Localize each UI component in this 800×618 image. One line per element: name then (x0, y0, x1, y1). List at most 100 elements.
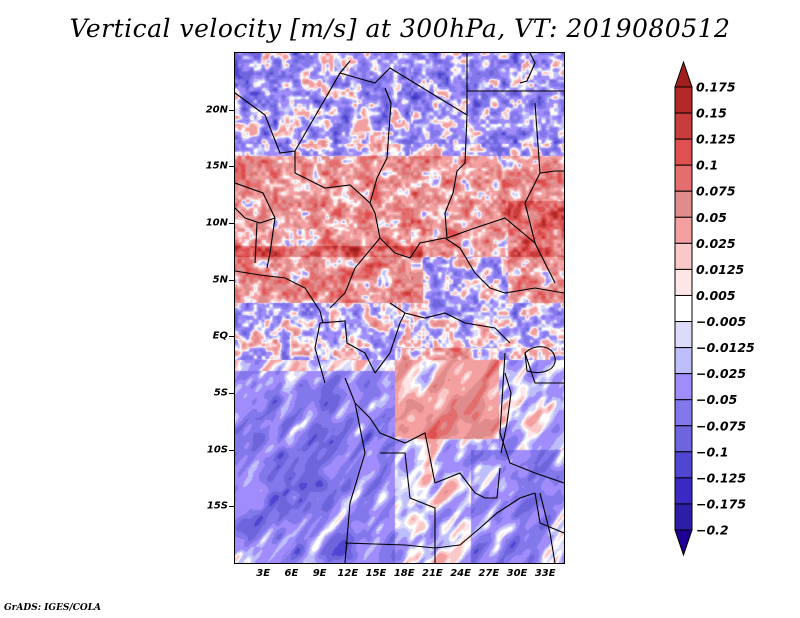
colorbar-swatch (674, 425, 693, 453)
colorbar-swatch (674, 321, 693, 349)
x-tick-label: 21E (422, 568, 443, 579)
chart-title: Vertical velocity [m/s] at 300hPa, VT: 2… (69, 14, 731, 43)
border-cameroon-car (379, 237, 506, 294)
y-tick-mark (229, 109, 235, 111)
y-tick-mark (229, 506, 235, 508)
y-tick-label: 15S (206, 500, 228, 512)
lake-victoria (524, 346, 556, 374)
map-frame (234, 52, 565, 564)
colorbar-label: −0.05 (696, 392, 738, 407)
border-angola-zambia (380, 452, 436, 563)
colorbar-extend-min (674, 529, 693, 557)
x-tick-label: 9E (312, 568, 327, 579)
x-tick-label: 24E (450, 568, 471, 579)
border-sudan-ethiopia (524, 102, 556, 284)
colorbar-label: 0.025 (696, 236, 736, 251)
colorbar-label: 0.05 (696, 210, 727, 225)
colorbar-swatch (674, 347, 693, 375)
border-tanzania (499, 352, 564, 484)
colorbar-swatch (674, 190, 693, 218)
y-tick-mark (229, 223, 235, 224)
y-tick-mark (229, 336, 235, 338)
colorbar-label: 0.125 (696, 132, 736, 147)
colorbar-swatch (674, 164, 693, 192)
border-mali-burkina (235, 182, 276, 254)
colorbar-label: 0.005 (696, 288, 736, 303)
colorbar-swatch (674, 451, 693, 479)
border-gabon-coast (314, 322, 326, 384)
border-gabon-congo (319, 320, 376, 374)
x-tick-label: 33E (534, 568, 556, 579)
x-tick-label: 30E (506, 568, 528, 579)
y-tick-label: 5S (213, 387, 228, 399)
country-borders (235, 53, 564, 563)
x-tick-label: 12E (337, 568, 359, 579)
y-tick-mark (229, 393, 235, 394)
colorbar-swatch (674, 86, 693, 114)
border-niger-north (235, 60, 351, 154)
gulf-of-guinea-coast (235, 270, 324, 324)
colorbar-swatch (674, 399, 693, 427)
border-mozambique (534, 492, 564, 534)
colorbar-label: 0.175 (696, 80, 736, 95)
colorbar-label: −0.075 (696, 418, 746, 433)
border-nile-east (519, 53, 536, 84)
colorbar-swatch (674, 294, 693, 323)
y-tick-label: EQ (212, 330, 228, 342)
colorbar-swatch (674, 138, 693, 166)
y-tick-mark (229, 166, 235, 168)
colorbar-label: 0.0125 (696, 262, 745, 277)
colorbar-label: −0.025 (696, 366, 746, 381)
border-ethiopia-kenya (504, 287, 564, 294)
border-angola-namibia (344, 542, 461, 549)
border-angola-west-coast (344, 402, 366, 563)
x-tick-label: 27E (478, 568, 500, 579)
x-tick-label: 6E (284, 568, 299, 579)
map-plot-area (235, 53, 564, 563)
y-tick-mark (229, 449, 235, 451)
border-benin-togo (254, 222, 271, 269)
colorbar-label: −0.005 (696, 314, 746, 329)
y-tick-label: 10S (206, 444, 228, 456)
border-niger-nigeria (294, 151, 371, 204)
border-niger-chad (369, 87, 392, 204)
colorbar-legend: 0.175 0.15 0.125 0.1 0.075 0.05 0.025 0.0125 0.0… (674, 60, 755, 557)
y-tick-label: 15N (205, 160, 228, 172)
colorbar-label: 0.15 (696, 106, 727, 121)
grads-credit: GrADS: IGES/COLA (4, 603, 102, 613)
colorbar-label: 0.1 (696, 158, 718, 173)
colorbar-swatch (674, 373, 693, 401)
border-chad-sudan (444, 114, 468, 239)
colorbar-swatch (674, 503, 693, 531)
lake-tanganyika (500, 372, 512, 454)
border-zambia-south (459, 492, 536, 546)
colorbar-extend-max (674, 60, 693, 88)
border-ethiopia-north (539, 170, 564, 174)
border-burkina-ghana (235, 207, 276, 224)
colorbar-swatch (674, 112, 693, 140)
y-tick-mark (229, 279, 235, 281)
colorbar-label: −0.1 (696, 444, 729, 459)
y-tick-label: 20N (205, 104, 228, 116)
colorbar-swatch (674, 216, 693, 244)
vertical-velocity-field (235, 53, 564, 563)
border-south-sudan (446, 217, 536, 244)
colorbar-label: −0.2 (696, 523, 729, 538)
colorbar-label: 0.075 (696, 184, 736, 199)
colorbar-label: −0.125 (696, 470, 746, 485)
x-tick-label: 3E (256, 568, 271, 579)
colorbar-swatch (674, 242, 693, 270)
colorbar-label: −0.0125 (696, 340, 755, 355)
y-tick-label: 5N (212, 274, 228, 286)
colorbar-swatch (674, 477, 693, 505)
colorbar-label: −0.175 (696, 496, 746, 511)
border-niger-libya (339, 63, 468, 116)
border-uganda-kenya (524, 352, 564, 384)
x-tick-label: 18E (393, 568, 415, 579)
border-drc-zambia (434, 467, 501, 499)
border-malawi (539, 492, 556, 563)
colorbar-swatch (674, 268, 693, 296)
x-tick-label: 15E (365, 568, 387, 579)
border-nigeria-cameroon (329, 202, 381, 309)
border-congo-drc (374, 312, 406, 374)
